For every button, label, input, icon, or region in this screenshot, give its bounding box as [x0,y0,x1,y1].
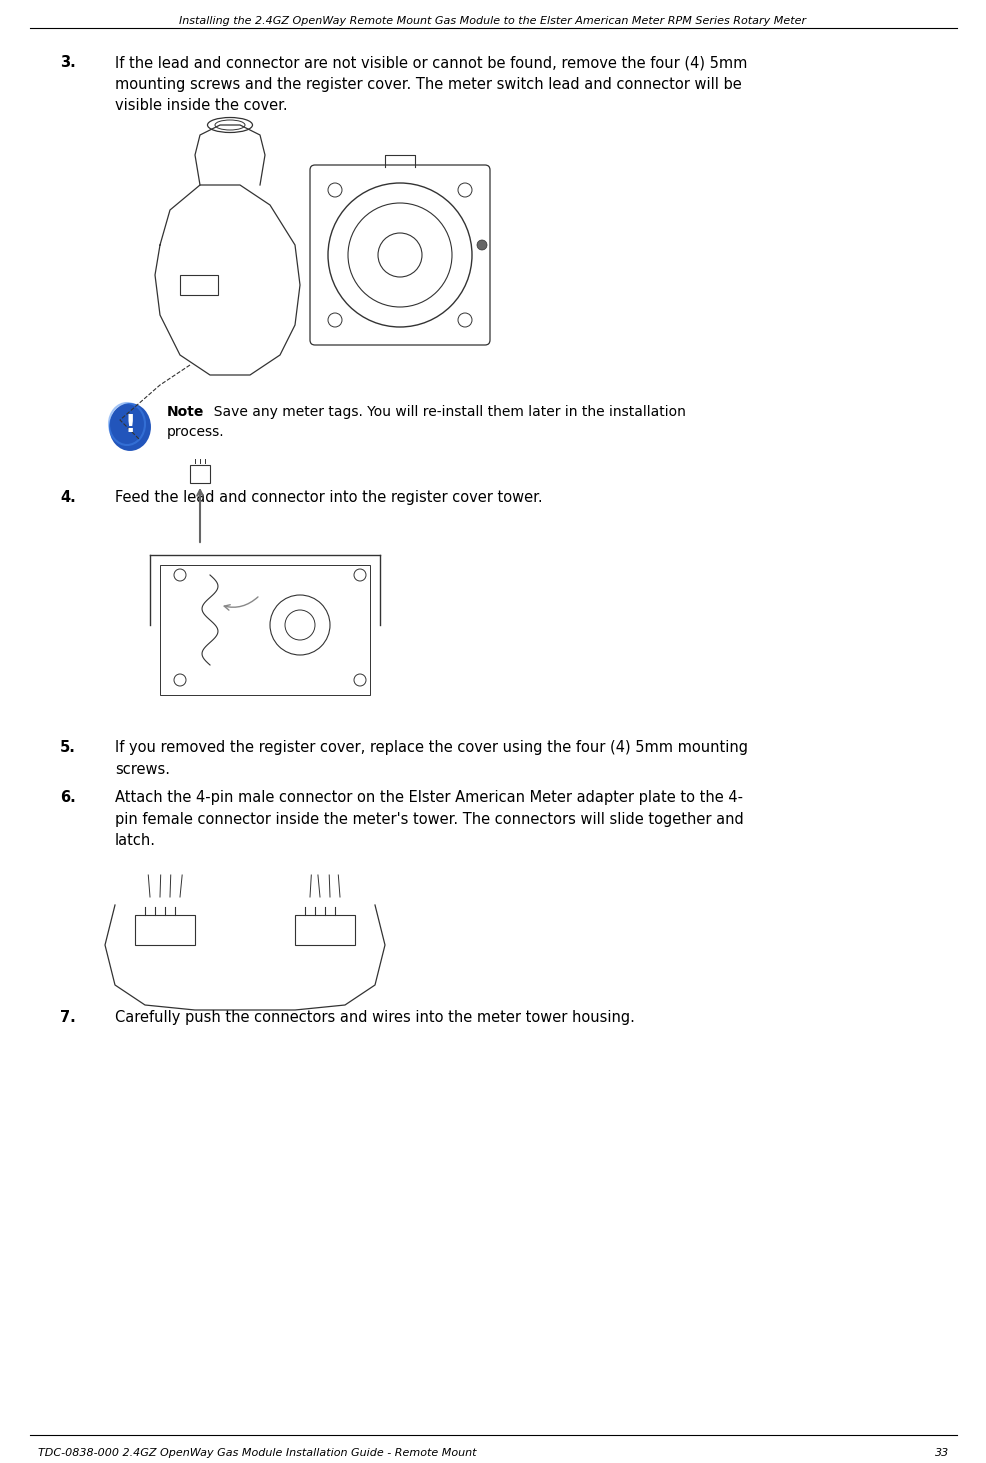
Text: Save any meter tags. You will re-install them later in the installation: Save any meter tags. You will re-install… [205,405,685,418]
Text: process.: process. [167,424,225,439]
FancyBboxPatch shape [160,565,370,695]
Text: TDC-0838-000 2.4GZ OpenWay Gas Module Installation Guide - Remote Mount: TDC-0838-000 2.4GZ OpenWay Gas Module In… [38,1448,476,1459]
Text: Carefully push the connectors and wires into the meter tower housing.: Carefully push the connectors and wires … [115,1009,634,1026]
Ellipse shape [107,402,152,452]
Text: 7.: 7. [60,1009,76,1026]
Text: 5.: 5. [60,740,76,755]
Text: Installing the 2.4GZ OpenWay Remote Mount Gas Module to the Elster American Mete: Installing the 2.4GZ OpenWay Remote Moun… [179,16,806,26]
Text: If the lead and connector are not visible or cannot be found, remove the four (4: If the lead and connector are not visibl… [115,56,746,113]
Text: !: ! [124,413,135,437]
FancyBboxPatch shape [310,165,489,345]
FancyBboxPatch shape [295,914,355,945]
Circle shape [135,435,145,445]
Text: 3.: 3. [60,56,76,70]
Text: If you removed the register cover, replace the cover using the four (4) 5mm moun: If you removed the register cover, repla… [115,740,747,777]
Circle shape [476,240,486,250]
Text: 6.: 6. [60,790,76,805]
FancyBboxPatch shape [190,465,210,483]
Text: 33: 33 [934,1448,948,1459]
Text: Feed the lead and connector into the register cover tower.: Feed the lead and connector into the reg… [115,490,542,505]
FancyBboxPatch shape [179,275,218,296]
FancyBboxPatch shape [135,914,195,945]
Text: 4.: 4. [60,490,76,505]
Text: Note: Note [167,405,204,418]
Text: Attach the 4-pin male connector on the Elster American Meter adapter plate to th: Attach the 4-pin male connector on the E… [115,790,743,849]
